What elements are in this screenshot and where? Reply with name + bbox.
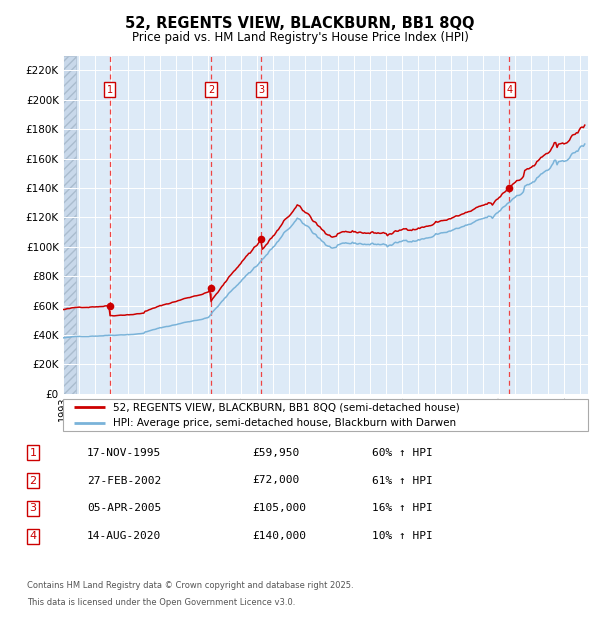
Text: Contains HM Land Registry data © Crown copyright and database right 2025.: Contains HM Land Registry data © Crown c… [27, 582, 353, 590]
Text: 10% ↑ HPI: 10% ↑ HPI [372, 531, 433, 541]
Text: 60% ↑ HPI: 60% ↑ HPI [372, 448, 433, 458]
Text: 17-NOV-1995: 17-NOV-1995 [87, 448, 161, 458]
Text: 2: 2 [29, 476, 37, 485]
Text: 4: 4 [506, 84, 512, 95]
Text: 16% ↑ HPI: 16% ↑ HPI [372, 503, 433, 513]
Text: 3: 3 [258, 84, 264, 95]
FancyBboxPatch shape [63, 399, 588, 431]
Text: £72,000: £72,000 [252, 476, 299, 485]
Text: 27-FEB-2002: 27-FEB-2002 [87, 476, 161, 485]
Text: 61% ↑ HPI: 61% ↑ HPI [372, 476, 433, 485]
Text: 05-APR-2005: 05-APR-2005 [87, 503, 161, 513]
Text: £59,950: £59,950 [252, 448, 299, 458]
Text: 1: 1 [29, 448, 37, 458]
Text: HPI: Average price, semi-detached house, Blackburn with Darwen: HPI: Average price, semi-detached house,… [113, 418, 456, 428]
Text: 14-AUG-2020: 14-AUG-2020 [87, 531, 161, 541]
Text: 52, REGENTS VIEW, BLACKBURN, BB1 8QQ (semi-detached house): 52, REGENTS VIEW, BLACKBURN, BB1 8QQ (se… [113, 402, 460, 412]
Text: 4: 4 [29, 531, 37, 541]
Text: 2: 2 [208, 84, 214, 95]
Text: £140,000: £140,000 [252, 531, 306, 541]
Bar [63, 56, 76, 394]
Text: 1: 1 [106, 84, 113, 95]
Text: This data is licensed under the Open Government Licence v3.0.: This data is licensed under the Open Gov… [27, 598, 295, 607]
Text: Price paid vs. HM Land Registry's House Price Index (HPI): Price paid vs. HM Land Registry's House … [131, 31, 469, 43]
Text: 3: 3 [29, 503, 37, 513]
Text: 52, REGENTS VIEW, BLACKBURN, BB1 8QQ: 52, REGENTS VIEW, BLACKBURN, BB1 8QQ [125, 16, 475, 31]
Bar [63, 56, 76, 394]
Text: £105,000: £105,000 [252, 503, 306, 513]
